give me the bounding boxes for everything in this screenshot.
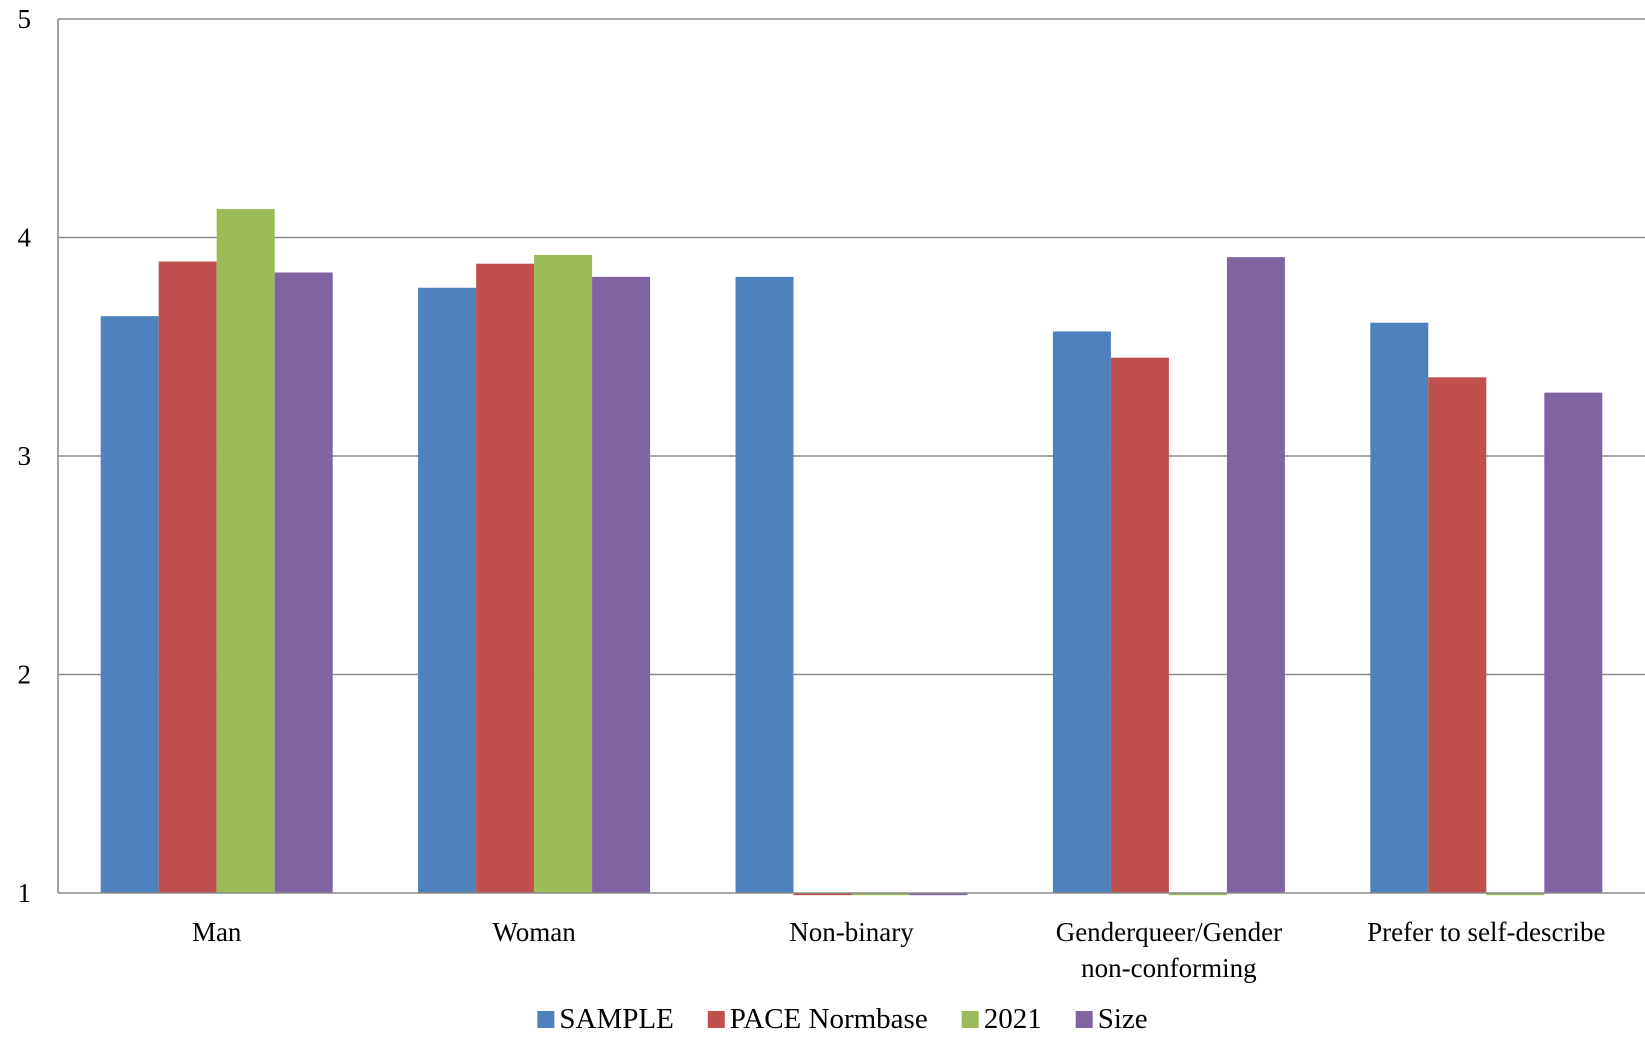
y-tick-label: 1 bbox=[18, 878, 32, 908]
y-axis-tick-labels: 1 2 3 4 5 bbox=[18, 4, 32, 908]
x-axis-category-labels: Man Woman Non-binary Genderqueer/Gender non-… bbox=[192, 917, 1606, 983]
bar-pace-normbase-2 bbox=[793, 893, 852, 896]
legend-item-pace-normbase: PACE Normbase bbox=[707, 1003, 928, 1035]
bar-2021-4 bbox=[1486, 893, 1545, 896]
legend-item-size: Size bbox=[1075, 1003, 1148, 1035]
legend-label: SAMPLE bbox=[559, 1003, 673, 1035]
legend-swatch bbox=[1075, 1011, 1093, 1028]
bar-pace-normbase-1 bbox=[476, 263, 535, 894]
y-tick-label: 4 bbox=[18, 223, 32, 253]
bar-sample-4 bbox=[1370, 322, 1429, 894]
bar-size-3 bbox=[1226, 257, 1285, 893]
x-category-label: non-conforming bbox=[1081, 953, 1256, 983]
legend-label: 2021 bbox=[984, 1003, 1042, 1035]
legend-swatch bbox=[707, 1011, 725, 1028]
legend: SAMPLE PACE Normbase 2021 Size bbox=[537, 1003, 1148, 1035]
bar-pace-normbase-4 bbox=[1428, 377, 1487, 894]
legend-label: PACE Normbase bbox=[730, 1003, 928, 1035]
bar-sample-2 bbox=[735, 276, 794, 894]
bar-2021-2 bbox=[851, 893, 910, 896]
x-category-label: Non-binary bbox=[789, 917, 914, 947]
bar-pace-normbase-3 bbox=[1110, 357, 1169, 893]
bar-sample-0 bbox=[100, 316, 159, 893]
y-tick-label: 5 bbox=[18, 4, 32, 34]
legend-swatch bbox=[961, 1011, 979, 1028]
axes bbox=[57, 19, 1645, 894]
bars bbox=[100, 209, 1603, 896]
x-category-label: Woman bbox=[492, 917, 576, 947]
bar-sample-1 bbox=[418, 287, 477, 893]
bar-size-0 bbox=[274, 272, 333, 894]
legend-label: Size bbox=[1098, 1003, 1148, 1035]
bar-2021-3 bbox=[1168, 893, 1227, 896]
bar-pace-normbase-0 bbox=[158, 261, 217, 893]
legend-swatch bbox=[537, 1011, 555, 1028]
x-category-label: Genderqueer/Gender bbox=[1056, 917, 1282, 947]
x-category-label: Man bbox=[192, 917, 242, 947]
legend-item-2021: 2021 bbox=[961, 1003, 1042, 1035]
x-category-label: Prefer to self-describe bbox=[1367, 917, 1605, 947]
bar-2021-1 bbox=[534, 254, 593, 894]
y-tick-label: 2 bbox=[18, 660, 32, 690]
y-tick-label: 3 bbox=[18, 441, 32, 471]
legend-item-sample: SAMPLE bbox=[537, 1003, 674, 1035]
bar-sample-3 bbox=[1052, 331, 1111, 894]
bar-size-1 bbox=[592, 276, 651, 894]
bar-size-2 bbox=[909, 893, 968, 896]
bar-2021-0 bbox=[216, 209, 275, 894]
bar-size-4 bbox=[1544, 392, 1603, 893]
